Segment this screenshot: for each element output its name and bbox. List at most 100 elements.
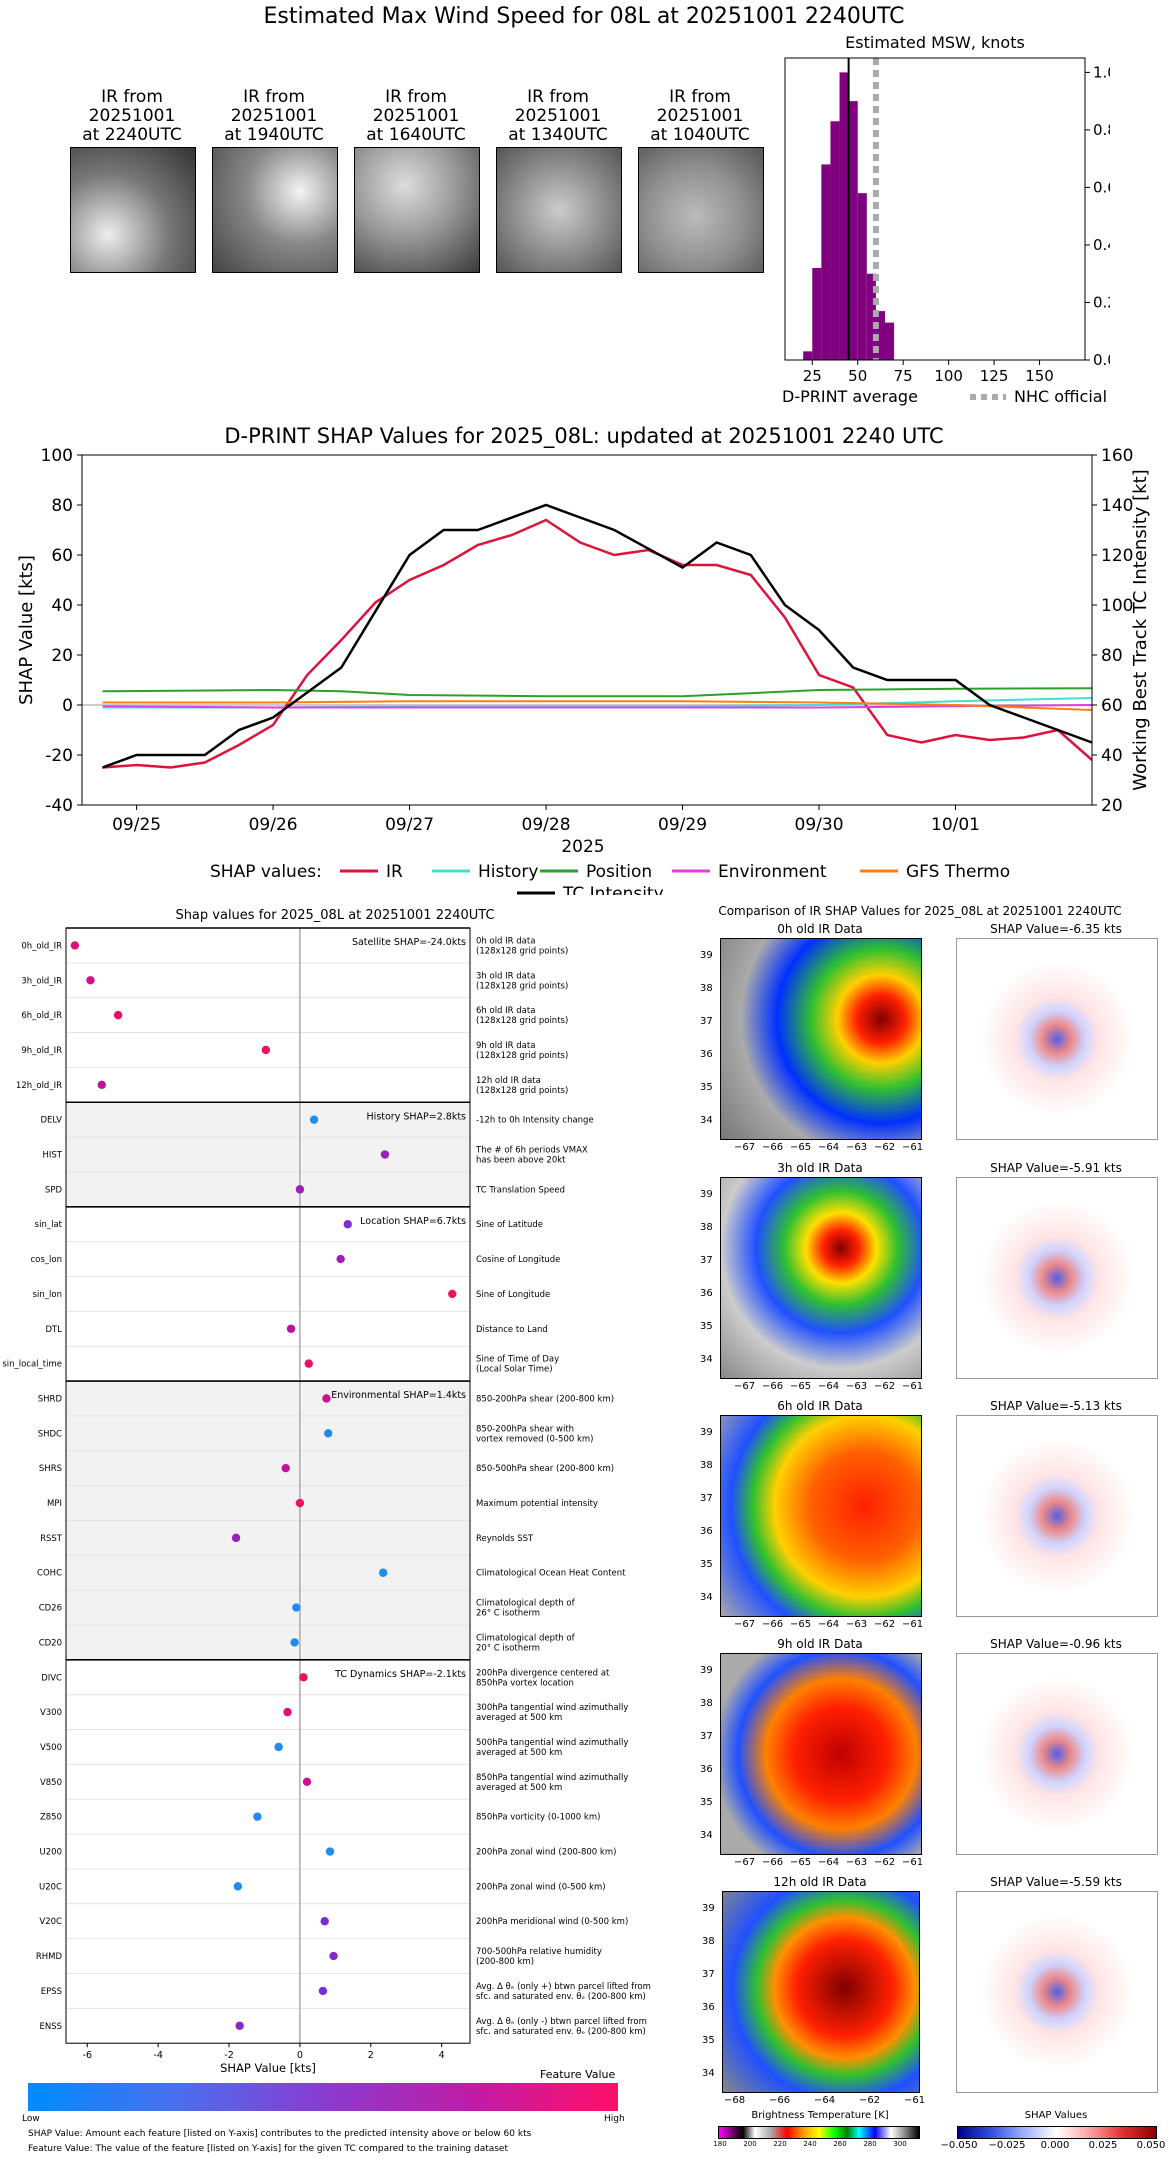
feature-dot	[295, 1498, 305, 1508]
latitude-tick-label: 37	[702, 1969, 715, 1980]
feature-description: vortex removed (0-500 km)	[476, 1434, 593, 1444]
brightness-temp-colorbar	[718, 2126, 920, 2139]
ir-panel-title: 6h old IR Data	[777, 1399, 863, 1413]
feature-dot	[295, 1185, 305, 1194]
latitude-tick-label: 39	[700, 1665, 713, 1676]
longitude-tick-label: −63	[846, 1381, 868, 1392]
group-shading	[66, 1102, 470, 1207]
legend-label: Environment	[718, 862, 827, 882]
feature-description: -12h to 0h Intensity change	[476, 1116, 594, 1126]
feature-description: 850hPa tangential wind azimuthally	[476, 1773, 628, 1783]
feature-description: Sine of Longitude	[476, 1290, 550, 1300]
latitude-tick-label: 37	[700, 1731, 713, 1742]
feature-description: 3h old IR data	[476, 971, 535, 981]
legend-title: SHAP values:	[210, 862, 322, 882]
feature-dot	[304, 1359, 313, 1368]
timeseries-frame	[81, 454, 1093, 806]
shap-colorbar-tick: 0.000	[1040, 2140, 1070, 2151]
feature-dot	[113, 1010, 123, 1020]
group-label: TC Dynamics SHAP=-2.1kts	[334, 1669, 466, 1680]
histogram-bar	[875, 311, 885, 360]
histogram-x-tick-label: 75	[894, 367, 913, 385]
footnote-shap: SHAP Value: Amount each feature [listed …	[28, 2129, 532, 2139]
feature-description: sfc. and saturated env. θₑ (200-800 km)	[476, 1992, 646, 2002]
x-tick-label: 09/29	[658, 815, 707, 835]
ir-map-image	[720, 938, 922, 1140]
shap-panel-title: SHAP Value=-0.96 kts	[990, 1637, 1122, 1651]
histogram-x-tick-label: 150	[1025, 367, 1054, 385]
ir-thumbnail-title: IR from 20251001 at 1340UTC	[508, 87, 608, 145]
group-label: Location SHAP=6.7kts	[360, 1216, 466, 1227]
histogram-bar	[821, 164, 831, 360]
shap-map-image	[956, 1177, 1158, 1379]
y2-tick-label: 160	[1101, 446, 1133, 466]
feature-x-tick-label: 2	[368, 2050, 374, 2061]
feature-dot	[235, 2021, 244, 2030]
feature-description: Maximum potential intensity	[476, 1499, 598, 1509]
feature-description: TC Translation Speed	[475, 1185, 565, 1195]
ir-thumbnail-image	[70, 147, 196, 273]
series-line-position	[102, 687, 1093, 698]
feature-name: DTL	[46, 1325, 63, 1335]
feature-dot	[318, 1986, 328, 1996]
feature-x-tick-label: 0	[297, 2050, 303, 2061]
feature-description: Cosine of Longitude	[476, 1255, 560, 1265]
latitude-tick-label: 34	[702, 2068, 715, 2079]
feature-description: 26° C isotherm	[476, 1609, 540, 1619]
feature-description: 500hPa tangential wind azimuthally	[476, 1738, 628, 1748]
longitude-tick-label: −65	[790, 1381, 812, 1392]
histogram-bar	[885, 322, 895, 360]
feature-x-tick-label: 4	[439, 2050, 445, 2061]
feature-name: HIST	[43, 1151, 63, 1161]
feature-description: averaged at 500 km	[476, 1713, 562, 1723]
ir-thumbnail-title: IR from 20251001 at 2240UTC	[82, 87, 182, 145]
legend-label: History	[478, 862, 538, 882]
longitude-tick-label: −62	[874, 1142, 896, 1153]
feature-dot	[281, 1463, 290, 1473]
feature-description: 0h old IR data	[476, 936, 535, 946]
histogram-y-tick-label: 1.0	[1093, 63, 1110, 81]
latitude-tick-label: 38	[700, 1698, 713, 1709]
brightness-temp-tick: 300	[893, 2140, 907, 2148]
feature-name: MPI	[47, 1499, 62, 1509]
longitude-tick-label: −61	[902, 1142, 924, 1153]
feature-description: Avg. Δ θₑ (only -) btwn parcel lifted fr…	[476, 2017, 647, 2027]
feature-dot	[320, 1917, 329, 1926]
histogram-bar	[866, 273, 876, 360]
feature-name: CD20	[39, 1638, 62, 1648]
histogram-y-tick-label: 0.2	[1093, 293, 1110, 311]
x-tick-label: 09/28	[522, 815, 571, 835]
feature-dot	[86, 976, 95, 985]
feature-dot	[380, 1150, 390, 1159]
feature-dot	[302, 1777, 312, 1787]
latitude-tick-label: 34	[700, 1115, 713, 1126]
brightness-temp-tick: 200	[743, 2140, 757, 2148]
footnote-feature: Feature Value: The value of the feature …	[28, 2144, 509, 2154]
feature-dot	[309, 1115, 319, 1124]
latitude-tick-label: 39	[702, 1903, 715, 1914]
latitude-tick-label: 35	[700, 1559, 713, 1570]
ir-map-image	[720, 1415, 922, 1617]
feature-name: EPSS	[41, 1987, 62, 1997]
y-tick-label: 40	[51, 596, 73, 616]
feature-colorbar-low: Low	[22, 2114, 40, 2124]
ir-thumbnail-title: IR from 20251001 at 1040UTC	[650, 87, 750, 145]
feature-dot	[324, 1429, 333, 1438]
feature-name: SPD	[45, 1185, 63, 1195]
latitude-tick-label: 35	[700, 1797, 713, 1808]
latitude-tick-label: 38	[700, 1460, 713, 1471]
feature-name: cos_lon	[30, 1255, 62, 1265]
histogram-y-tick-label: 0.8	[1093, 121, 1110, 139]
feature-description: (128x128 grid points)	[476, 1016, 568, 1026]
shap-map-image	[956, 938, 1158, 1140]
longitude-tick-label: −66	[769, 2095, 791, 2106]
feature-dot	[283, 1707, 292, 1717]
latitude-tick-label: 35	[702, 2035, 715, 2046]
longitude-tick-label: −64	[818, 1857, 840, 1868]
feature-name: 6h_old_IR	[21, 1011, 62, 1021]
y2-tick-label: 100	[1101, 596, 1133, 616]
feature-dot	[253, 1812, 262, 1821]
feature-description: The # of 6h periods VMAX	[475, 1146, 588, 1156]
longitude-tick-label: −65	[790, 1857, 812, 1868]
brightness-temp-tick: 280	[863, 2140, 877, 2148]
